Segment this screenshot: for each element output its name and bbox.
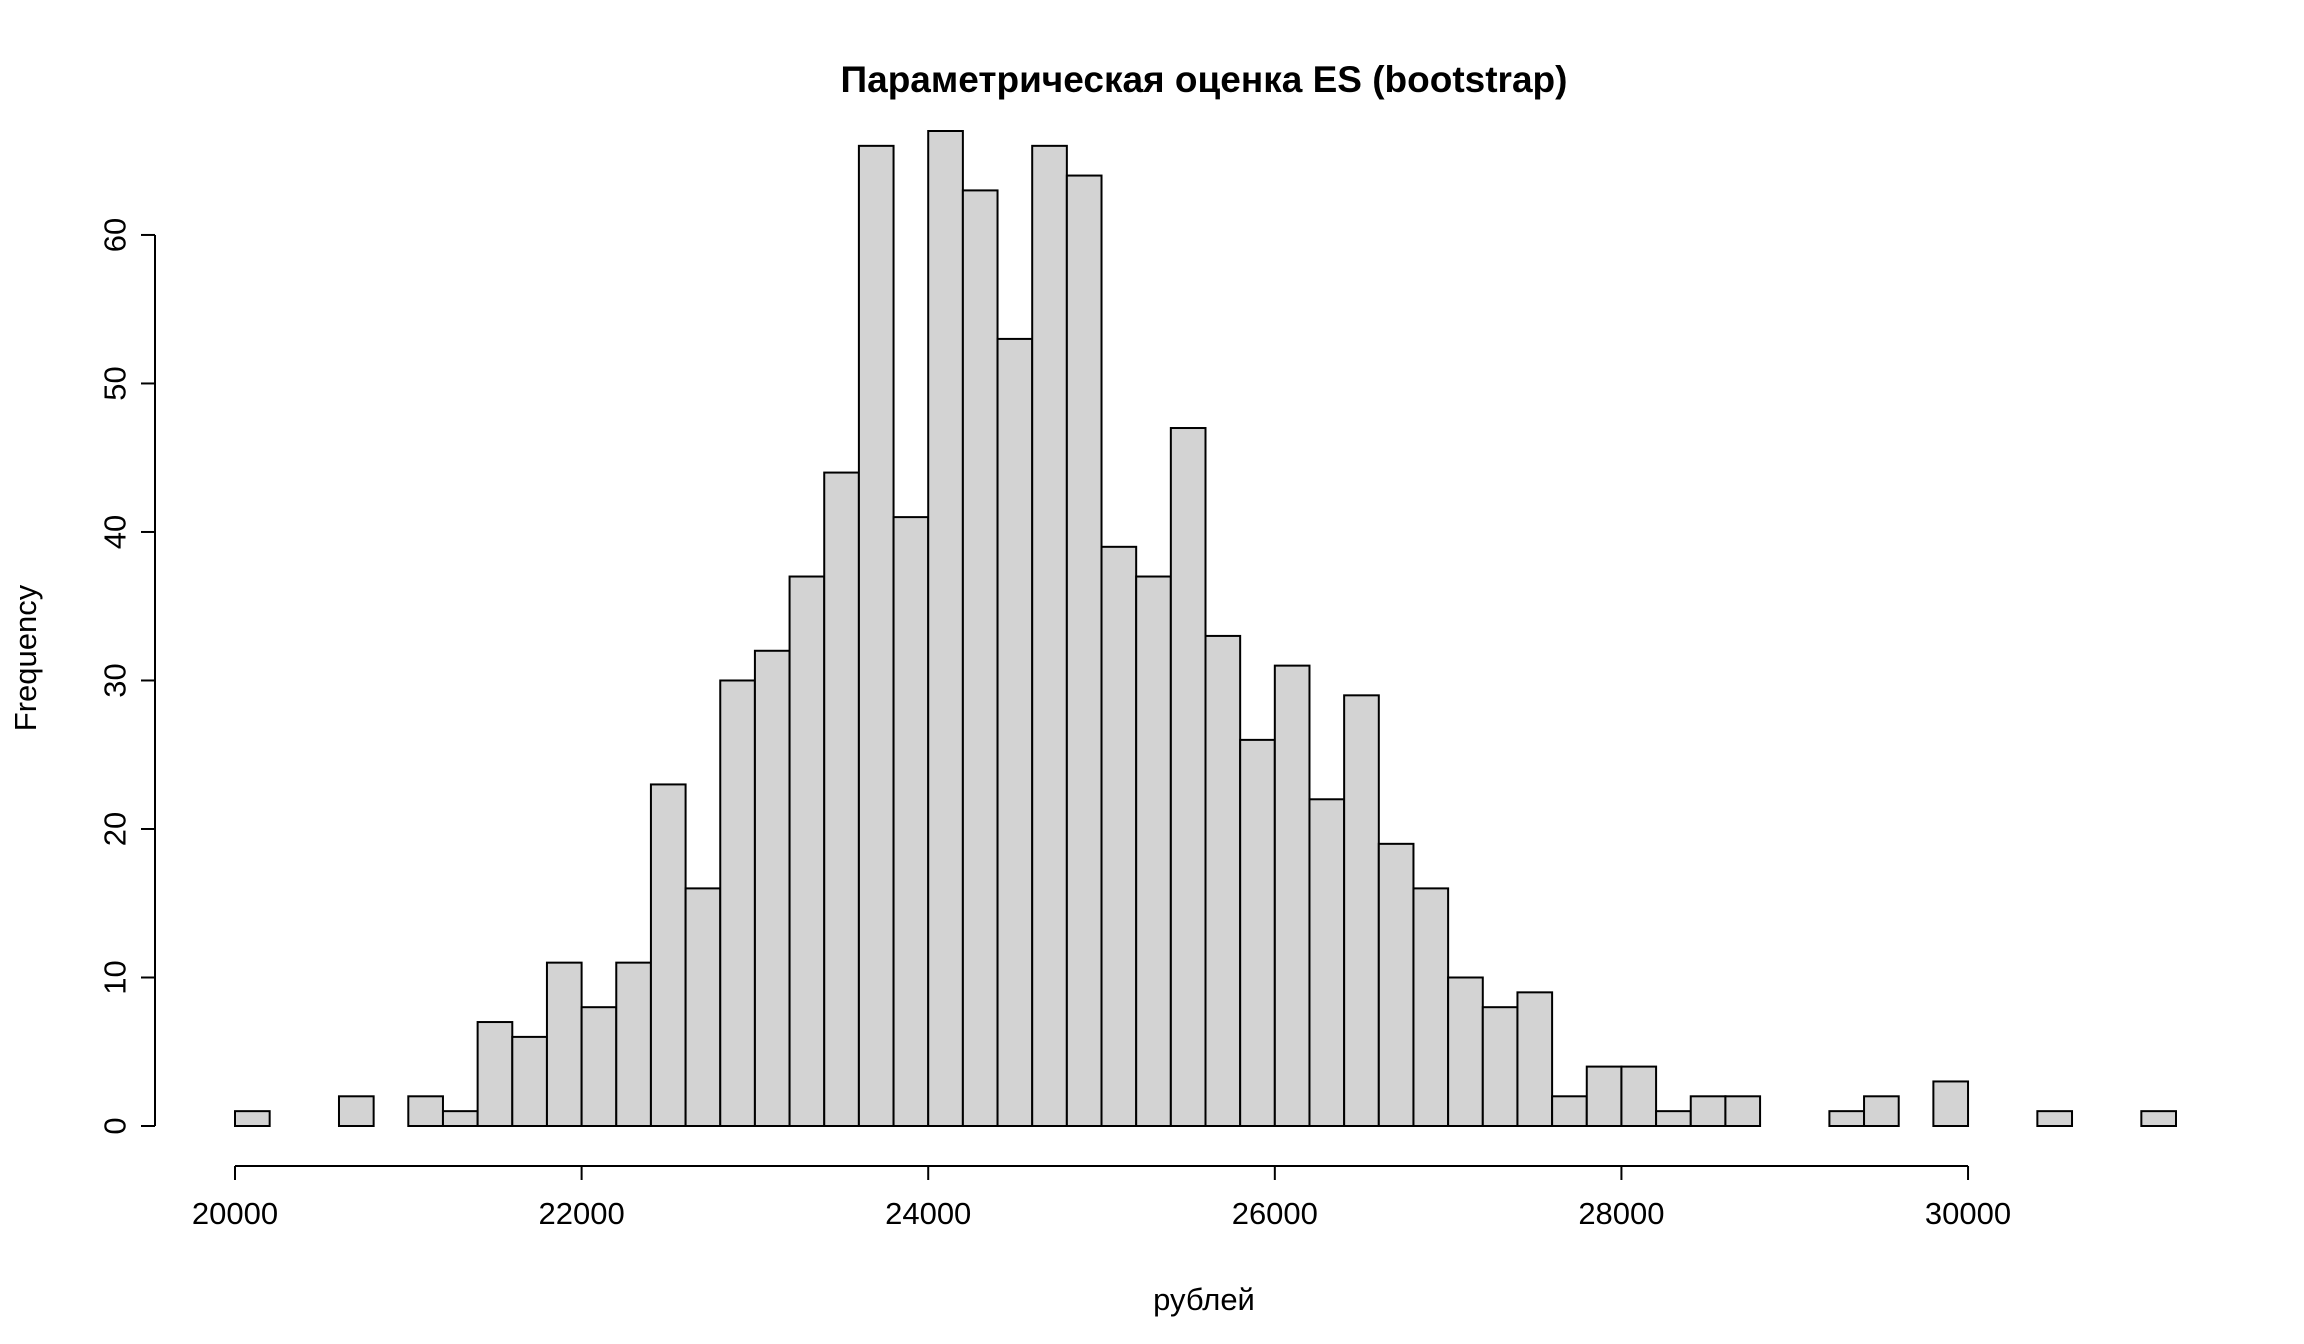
histogram-bar: [1516, 991, 1554, 1127]
histogram-bar: [545, 961, 583, 1127]
histogram-bar: [684, 887, 722, 1127]
histogram-bar: [1308, 798, 1346, 1127]
y-tick-label: 10: [98, 960, 133, 994]
x-tick-label: 28000: [1578, 1196, 1664, 1231]
y-tick-label: 60: [98, 218, 133, 252]
histogram-bar: [961, 189, 999, 1127]
histogram-bar: [580, 1006, 618, 1127]
x-tick-label: 20000: [192, 1196, 278, 1231]
histogram-bar: [892, 516, 930, 1127]
histogram-bar: [1551, 1095, 1588, 1127]
histogram-bar: [857, 144, 895, 1127]
x-tick-label: 26000: [1232, 1196, 1318, 1231]
histogram-bar: [1065, 174, 1103, 1127]
histogram-bar: [1135, 575, 1172, 1127]
histogram-bar: [1100, 545, 1138, 1127]
histogram-bar: [441, 1110, 479, 1128]
x-axis-label: рублей: [1153, 1282, 1255, 1317]
histogram-bar: [719, 679, 756, 1127]
y-axis: 0 10 20 30 40 50 60: [98, 218, 156, 1135]
bars-group: [234, 130, 2178, 1128]
histogram-bar: [927, 130, 964, 1127]
histogram-bar: [511, 1035, 548, 1127]
histogram-bar: [1932, 1080, 1970, 1127]
histogram-bar: [1377, 842, 1415, 1127]
histogram-bar: [1412, 887, 1450, 1127]
histogram-bar: [823, 471, 860, 1128]
histogram-bar: [788, 575, 826, 1127]
histogram-bar: [1863, 1095, 1900, 1127]
histogram-bar: [615, 961, 652, 1127]
chart-title: Параметрическая оценка ES (bootstrap): [841, 59, 1568, 100]
histogram-bar: [1273, 664, 1311, 1128]
histogram-bar: [1239, 738, 1276, 1128]
histogram-bar: [407, 1095, 444, 1127]
histogram-bar: [234, 1110, 271, 1128]
histogram-bar: [337, 1095, 375, 1127]
y-axis-label: Frequency: [8, 584, 43, 731]
histogram-bar: [476, 1021, 514, 1128]
x-axis: 20000 22000 24000 26000 28000 30000: [192, 1165, 2011, 1231]
histogram-bar: [649, 783, 687, 1128]
histogram-bar: [1031, 144, 1068, 1127]
histogram-bar: [1828, 1110, 1866, 1128]
y-tick-label: 30: [98, 663, 133, 697]
y-tick-label: 40: [98, 515, 133, 549]
x-tick-label: 30000: [1925, 1196, 2011, 1231]
y-tick-label: 20: [98, 812, 133, 846]
histogram-bar: [996, 337, 1034, 1127]
histogram-bar: [1343, 694, 1380, 1127]
histogram-bar: [2140, 1110, 2178, 1128]
histogram-bar: [1620, 1065, 1658, 1128]
histogram-bar: [1585, 1065, 1623, 1128]
histogram-bar: [753, 649, 791, 1127]
histogram-bar: [2036, 1110, 2074, 1128]
histogram-bar: [1204, 634, 1242, 1127]
histogram-bar: [1481, 1006, 1519, 1127]
histogram-bar: [1169, 427, 1207, 1127]
y-tick-label: 50: [98, 366, 133, 400]
x-tick-label: 22000: [538, 1196, 624, 1231]
histogram-bar: [1689, 1095, 1727, 1127]
x-tick-label: 24000: [885, 1196, 971, 1231]
histogram-bar: [1655, 1110, 1692, 1128]
y-tick-label: 0: [98, 1117, 133, 1134]
histogram-bar: [1447, 976, 1484, 1128]
histogram-bar: [1724, 1095, 1762, 1127]
